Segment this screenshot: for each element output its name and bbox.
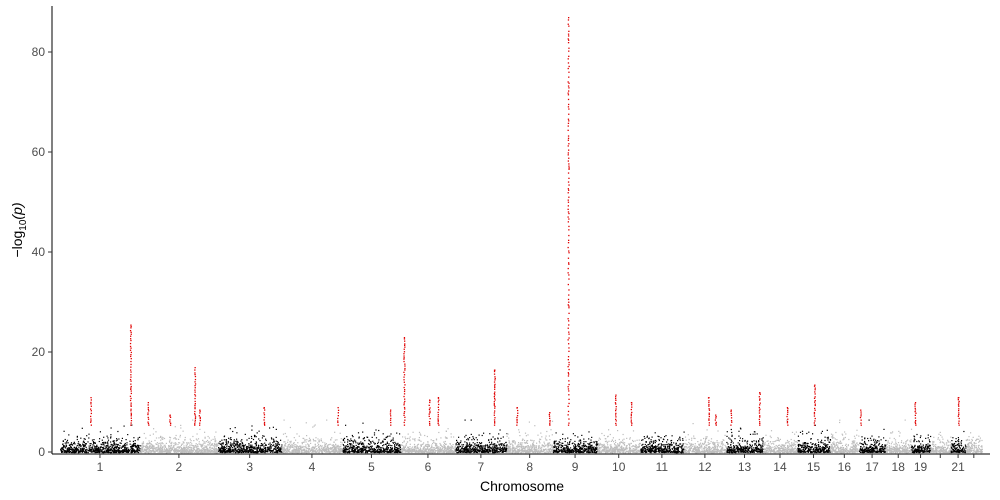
x-tick-label: 18	[892, 460, 906, 474]
x-tick-label: 12	[698, 460, 712, 474]
x-tick-label: 4	[309, 460, 316, 474]
x-tick-label: 17	[865, 460, 879, 474]
y-axis-title: −log10(p)	[9, 202, 29, 257]
y-axis-title-arg: (p)	[9, 202, 25, 219]
x-tick-label: 11	[656, 460, 669, 474]
y-tick-label: 0	[38, 445, 45, 459]
y-axis-title-subscript: 10	[18, 219, 29, 231]
x-tick-label: 10	[612, 460, 626, 474]
x-tick-label: 13	[738, 460, 752, 474]
y-tick-label: 60	[32, 145, 46, 159]
y-axis-title-base: −log	[9, 231, 25, 258]
y-tick-label: 40	[32, 245, 46, 259]
y-axis-ticks: 0 20 40 60 80	[32, 45, 52, 459]
x-axis-ticks: 1 2 3 4 5 6 7 8 9 10 11 12 13 14 15 16 17 18 19 21	[97, 454, 975, 474]
y-tick-label: 20	[32, 345, 46, 359]
x-tick-label: 6	[425, 460, 432, 474]
x-tick-label: 15	[807, 460, 821, 474]
background-points	[60, 419, 983, 454]
x-tick-label: 3	[246, 460, 253, 474]
x-tick-label: 19	[914, 460, 928, 474]
x-tick-label: 21	[951, 460, 965, 474]
x-tick-label: 5	[368, 460, 375, 474]
x-tick-label: 14	[773, 460, 787, 474]
significant-points	[90, 17, 960, 426]
x-tick-label: 7	[478, 460, 485, 474]
x-axis-title: Chromosome	[480, 478, 564, 494]
x-tick-label: 2	[176, 460, 183, 474]
x-tick-label: 16	[838, 460, 852, 474]
x-tick-label: 8	[526, 460, 533, 474]
y-tick-label: 80	[32, 45, 46, 59]
x-tick-label: 1	[97, 460, 104, 474]
x-tick-label: 9	[572, 460, 579, 474]
data-points	[60, 17, 983, 454]
